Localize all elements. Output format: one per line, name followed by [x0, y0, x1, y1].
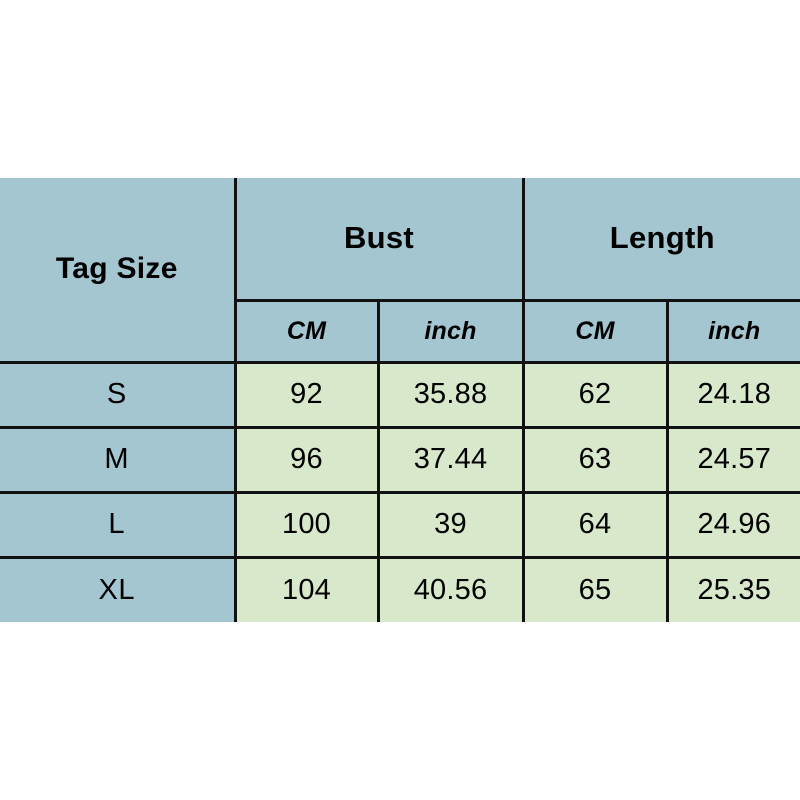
header-tag-size: Tag Size — [0, 178, 237, 364]
cell-bust-inch: 35.88 — [378, 362, 525, 429]
cell-length-cm: 65 — [523, 557, 669, 622]
cell-bust-cm: 100 — [235, 492, 380, 559]
cell-length-inch: 24.96 — [667, 492, 800, 559]
header-length: Length — [523, 178, 800, 302]
cell-tag-size: S — [0, 362, 237, 429]
cell-length-cm: 63 — [523, 427, 669, 494]
cell-length-cm: 64 — [523, 492, 669, 559]
header-bust-inch: inch — [378, 300, 525, 364]
cell-length-inch: 24.18 — [667, 362, 800, 429]
header-bust-cm: CM — [235, 300, 380, 364]
cell-tag-size: XL — [0, 557, 237, 622]
header-row-groups: Tag Size Bust Length — [0, 178, 800, 364]
table-row: XL 104 40.56 65 25.35 — [0, 557, 800, 622]
cell-tag-size: M — [0, 427, 237, 494]
cell-bust-inch: 37.44 — [378, 427, 525, 494]
table-body: S 92 35.88 62 24.18 M 96 37.44 63 24.57 … — [0, 362, 800, 622]
header-length-cm: CM — [523, 300, 669, 364]
size-chart-table: Tag Size Bust Length CM inch CM inch S 9… — [0, 178, 800, 622]
header-length-inch: inch — [667, 300, 800, 364]
cell-length-cm: 62 — [523, 362, 669, 429]
header-row-units: CM inch CM inch — [0, 300, 800, 364]
cell-bust-cm: 92 — [235, 362, 380, 429]
table-header: Tag Size Bust Length CM inch CM inch — [0, 178, 800, 364]
header-bust: Bust — [235, 178, 525, 302]
cell-bust-inch: 40.56 — [378, 557, 525, 622]
cell-bust-inch: 39 — [378, 492, 525, 559]
cell-bust-cm: 104 — [235, 557, 380, 622]
table-row: M 96 37.44 63 24.57 — [0, 427, 800, 494]
cell-length-inch: 24.57 — [667, 427, 800, 494]
cell-tag-size: L — [0, 492, 237, 559]
table-row: L 100 39 64 24.96 — [0, 492, 800, 559]
cell-bust-cm: 96 — [235, 427, 380, 494]
cell-length-inch: 25.35 — [667, 557, 800, 622]
table-row: S 92 35.88 62 24.18 — [0, 362, 800, 429]
